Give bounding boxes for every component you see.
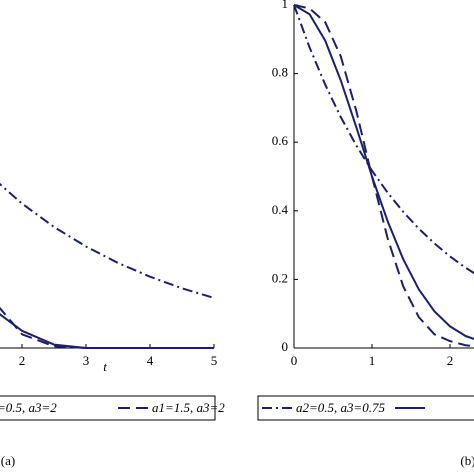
y-tick-label: 1 xyxy=(282,0,289,11)
series-line xyxy=(293,4,474,341)
legend-box xyxy=(0,395,216,421)
x-tick-label: 2 xyxy=(447,353,454,368)
y-tick-label: 0.6 xyxy=(272,133,289,148)
x-tick-label: 4 xyxy=(147,353,154,368)
y-tick-label: 0 xyxy=(282,339,289,354)
x-tick-label: 3 xyxy=(83,353,90,368)
x-tick-label: 1 xyxy=(369,353,376,368)
y-tick-label: 0.4 xyxy=(272,202,289,217)
series-line xyxy=(0,306,214,349)
legend-label: a1=0.5, a3=2 xyxy=(0,400,57,415)
x-tick-label: 2 xyxy=(19,353,26,368)
series-line xyxy=(0,313,214,349)
legend-label: a1=1.5, a3=2 xyxy=(152,400,225,415)
caption: (b) xyxy=(460,453,474,468)
series-line xyxy=(0,182,215,299)
x-tick-label: 0 xyxy=(291,353,298,368)
legend-box xyxy=(257,395,474,421)
series-line xyxy=(293,4,474,348)
y-tick-label: 0.2 xyxy=(272,270,288,285)
series-line xyxy=(293,4,474,275)
x-axis-label: t xyxy=(103,359,107,374)
legend-label: a2=0.5, a3=0.75 xyxy=(296,400,386,415)
caption: (a) xyxy=(1,453,15,468)
y-tick-label: 0.8 xyxy=(272,65,288,80)
x-tick-label: 5 xyxy=(211,353,218,368)
panel-a: 01234500.20.40.60.81ta1=0.5, a3=2a1=1.5,… xyxy=(0,182,225,468)
